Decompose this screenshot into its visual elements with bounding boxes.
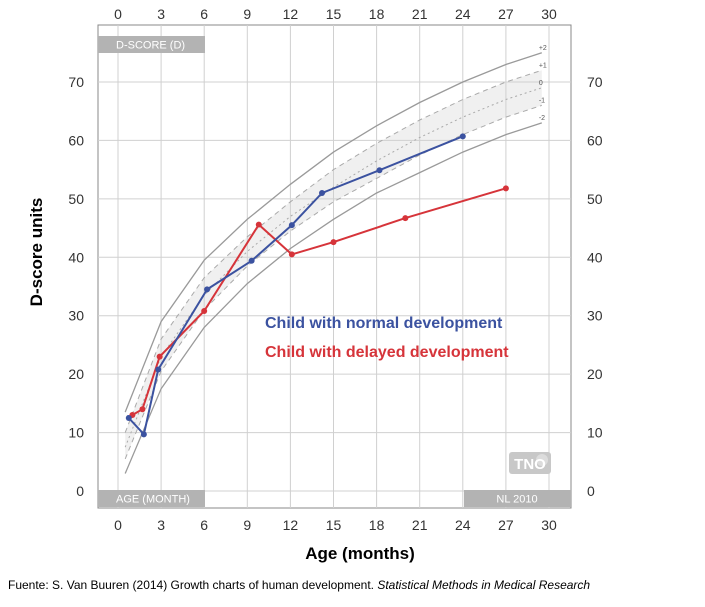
y-tick-label-right: 10 — [587, 425, 603, 441]
data-series — [125, 133, 509, 438]
reference-curve-label: +2 — [539, 45, 547, 52]
y-tick-label-left: 60 — [68, 132, 84, 148]
reference-band — [125, 70, 542, 459]
x-tick-label-bottom: 27 — [498, 517, 514, 533]
x-tick-label-bottom: 12 — [283, 517, 299, 533]
x-tick-label-top: 12 — [283, 6, 299, 22]
x-tick-label-top: 30 — [541, 6, 557, 22]
grid-lines — [98, 25, 571, 508]
tno-logo: TNO — [509, 452, 551, 474]
x-tick-label-bottom: 9 — [243, 517, 251, 533]
legend-normal: Child with normal development — [265, 315, 503, 332]
reference-curve-label: -2 — [539, 115, 545, 122]
x-tick-label-bottom: 21 — [412, 517, 428, 533]
x-axis-title: Age (months) — [305, 544, 415, 563]
y-tick-label-right: 30 — [587, 308, 603, 324]
x-tick-label-bottom: 0 — [114, 517, 122, 533]
reference-curve-label: -1 — [539, 97, 545, 104]
data-point-delayed — [156, 353, 163, 360]
data-point-delayed — [502, 185, 509, 192]
y-tick-label-right: 40 — [587, 249, 603, 265]
y-tick-labels-right: 0 10 20 30 40 50 60 70 — [587, 74, 603, 499]
x-tick-labels-top: 0 3 6 9 12 15 18 21 24 27 30 — [114, 6, 557, 22]
x-tick-label-bottom: 30 — [541, 517, 557, 533]
data-point-delayed — [201, 308, 208, 315]
data-point-normal — [319, 190, 326, 197]
data-point-normal — [155, 366, 162, 373]
x-tick-label-top: 3 — [157, 6, 165, 22]
x-tick-label-bottom: 15 — [326, 517, 342, 533]
bottom-right-label-band — [464, 490, 571, 507]
data-point-normal — [204, 286, 211, 293]
y-tick-label-left: 50 — [68, 191, 84, 207]
x-tick-label-top: 6 — [200, 6, 208, 22]
y-tick-label-right: 60 — [587, 132, 603, 148]
x-tick-label-top: 24 — [455, 6, 471, 22]
data-point-normal — [248, 257, 255, 264]
data-point-delayed — [139, 406, 146, 413]
bottom-left-label-band — [98, 490, 205, 507]
bottom-left-label: AGE (MONTH) — [116, 494, 190, 506]
y-tick-label-right: 20 — [587, 366, 603, 382]
x-tick-labels-bottom: 0 3 6 9 12 15 18 21 24 27 30 — [114, 517, 557, 533]
data-point-delayed — [330, 239, 337, 246]
data-point-normal — [376, 167, 383, 174]
data-point-delayed — [255, 221, 262, 228]
reference-curves: +2 +1 0 -1 -2 — [124, 45, 547, 474]
y-tick-label-left: 10 — [68, 425, 84, 441]
y-tick-label-left: 30 — [68, 308, 84, 324]
data-point-normal — [125, 414, 132, 421]
top-left-label-band — [98, 36, 205, 53]
x-tick-label-top: 21 — [412, 6, 428, 22]
source-note: Fuente: S. Van Buuren (2014) Growth char… — [8, 578, 590, 592]
y-tick-labels-left: 0 10 20 30 40 50 60 70 — [68, 74, 84, 499]
data-point-normal — [140, 431, 147, 438]
data-point-normal — [288, 222, 295, 229]
y-tick-label-left: 20 — [68, 366, 84, 382]
y-tick-label-right: 0 — [587, 483, 595, 499]
x-tick-label-top: 9 — [243, 6, 251, 22]
x-tick-label-top: 15 — [326, 6, 342, 22]
x-tick-label-bottom: 3 — [157, 517, 165, 533]
x-tick-label-bottom: 18 — [369, 517, 385, 533]
y-tick-label-left: 40 — [68, 249, 84, 265]
reference-curve-minus2 — [124, 122, 543, 474]
reference-curve-plus2 — [124, 52, 543, 413]
reference-curve-0 — [124, 87, 542, 448]
tno-logo-text: TNO — [514, 456, 546, 473]
x-tick-label-top: 27 — [498, 6, 514, 22]
y-tick-label-right: 70 — [587, 74, 603, 90]
source-note-text: Fuente: S. Van Buuren (2014) Growth char… — [8, 578, 378, 592]
y-tick-label-left: 0 — [76, 483, 84, 499]
x-tick-label-top: 0 — [114, 6, 122, 22]
data-point-delayed — [402, 215, 409, 222]
reference-curve-plus1 — [124, 69, 542, 433]
y-tick-label-left: 70 — [68, 74, 84, 90]
reference-curve-label: +1 — [539, 62, 547, 69]
source-note-journal: Statistical Methods in Medical Research — [377, 578, 591, 592]
legend-delayed: Child with delayed development — [265, 344, 509, 361]
y-axis-title: D-score units — [27, 198, 46, 307]
reference-curve-label: 0 — [539, 80, 543, 87]
y-tick-label-right: 50 — [587, 191, 603, 207]
data-point-delayed — [288, 251, 295, 258]
x-tick-label-top: 18 — [369, 6, 385, 22]
top-left-label: D-SCORE (D) — [116, 40, 185, 52]
bottom-right-label: NL 2010 — [496, 494, 537, 506]
reference-curve-minus1 — [124, 104, 542, 460]
data-point-normal — [459, 133, 466, 140]
sd-band — [125, 70, 542, 459]
x-tick-label-bottom: 6 — [200, 517, 208, 533]
x-tick-label-bottom: 24 — [455, 517, 471, 533]
